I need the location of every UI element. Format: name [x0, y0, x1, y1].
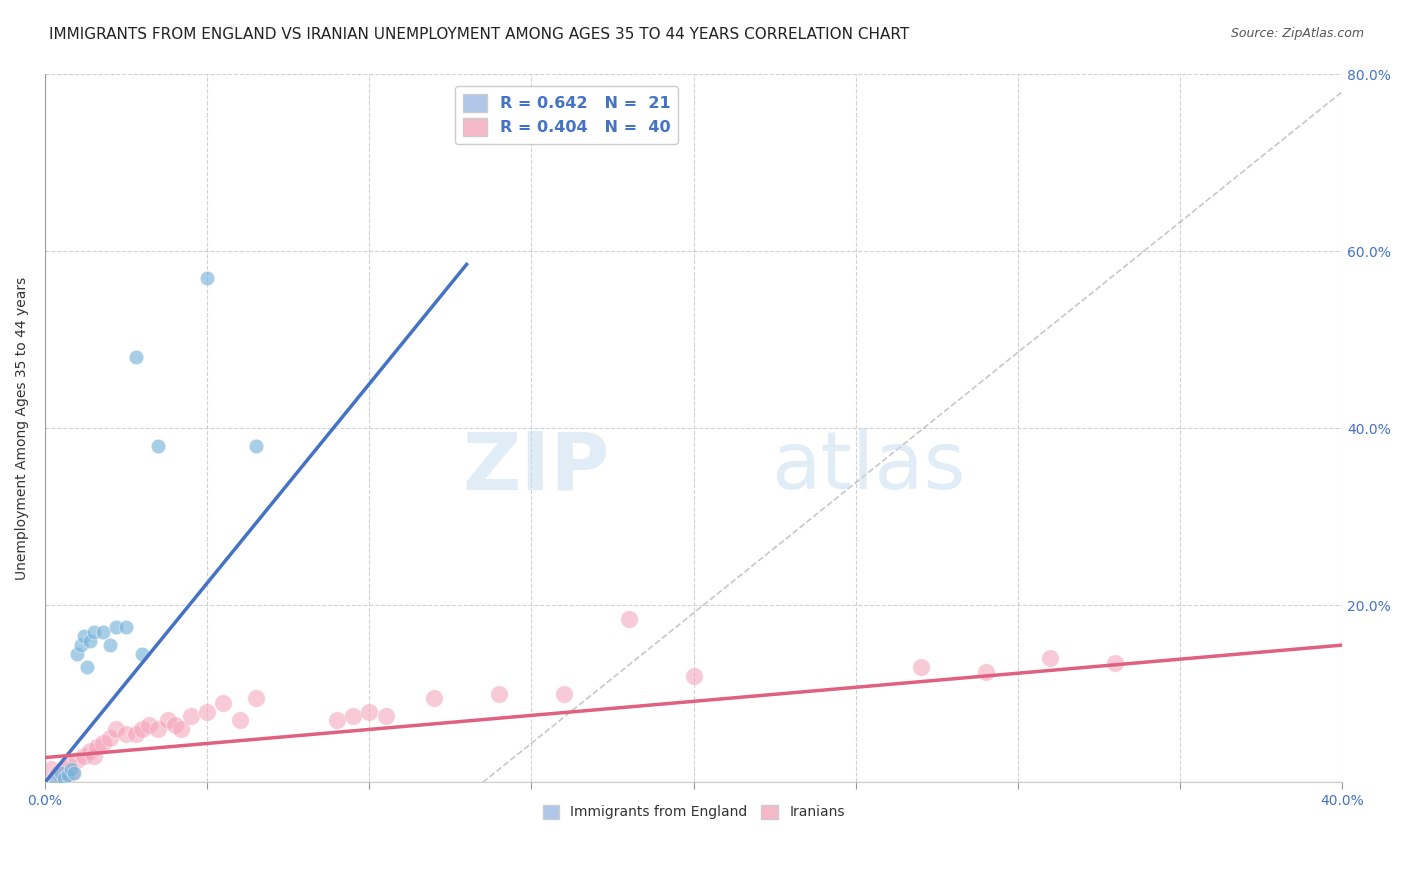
Point	[76, 660, 98, 674]
Point	[682, 669, 704, 683]
Point	[56, 768, 79, 782]
Point	[170, 723, 193, 737]
Point	[617, 611, 640, 625]
Point	[125, 726, 148, 740]
Point	[53, 762, 76, 776]
Point	[228, 714, 250, 728]
Point	[195, 270, 218, 285]
Point	[553, 687, 575, 701]
Point	[245, 439, 267, 453]
Point	[69, 638, 91, 652]
Point	[488, 687, 510, 701]
Point	[138, 718, 160, 732]
Point	[66, 753, 89, 767]
Point	[53, 771, 76, 785]
Point	[115, 620, 138, 634]
Point	[163, 718, 186, 732]
Point	[51, 766, 73, 780]
Point	[326, 714, 349, 728]
Point	[105, 620, 128, 634]
Text: ZIP: ZIP	[463, 428, 609, 506]
Point	[93, 735, 115, 749]
Point	[73, 748, 96, 763]
Point	[131, 647, 153, 661]
Point	[342, 709, 364, 723]
Point	[56, 757, 79, 772]
Point	[59, 762, 82, 776]
Point	[98, 638, 121, 652]
Point	[83, 748, 105, 763]
Point	[44, 771, 66, 785]
Point	[148, 723, 170, 737]
Point	[423, 691, 446, 706]
Point	[359, 705, 381, 719]
Point	[105, 723, 128, 737]
Point	[374, 709, 396, 723]
Point	[46, 766, 69, 780]
Point	[51, 768, 73, 782]
Point	[195, 705, 218, 719]
Text: IMMIGRANTS FROM ENGLAND VS IRANIAN UNEMPLOYMENT AMONG AGES 35 TO 44 YEARS CORREL: IMMIGRANTS FROM ENGLAND VS IRANIAN UNEMP…	[49, 27, 910, 42]
Point	[125, 351, 148, 365]
Point	[66, 647, 89, 661]
Legend: Immigrants from England, Iranians: Immigrants from England, Iranians	[537, 799, 851, 825]
Y-axis label: Unemployment Among Ages 35 to 44 years: Unemployment Among Ages 35 to 44 years	[15, 277, 30, 580]
Point	[98, 731, 121, 745]
Point	[245, 691, 267, 706]
Text: Source: ZipAtlas.com: Source: ZipAtlas.com	[1230, 27, 1364, 40]
Point	[1104, 656, 1126, 670]
Point	[910, 660, 932, 674]
Point	[41, 762, 63, 776]
Point	[79, 633, 101, 648]
Point	[79, 744, 101, 758]
Point	[180, 709, 202, 723]
Point	[157, 714, 180, 728]
Point	[83, 624, 105, 639]
Point	[212, 696, 235, 710]
Point	[148, 439, 170, 453]
Point	[93, 624, 115, 639]
Point	[73, 629, 96, 643]
Point	[115, 726, 138, 740]
Point	[63, 766, 86, 780]
Point	[59, 766, 82, 780]
Point	[86, 739, 108, 754]
Point	[1039, 651, 1062, 665]
Text: atlas: atlas	[772, 428, 966, 506]
Point	[131, 723, 153, 737]
Point	[974, 665, 997, 679]
